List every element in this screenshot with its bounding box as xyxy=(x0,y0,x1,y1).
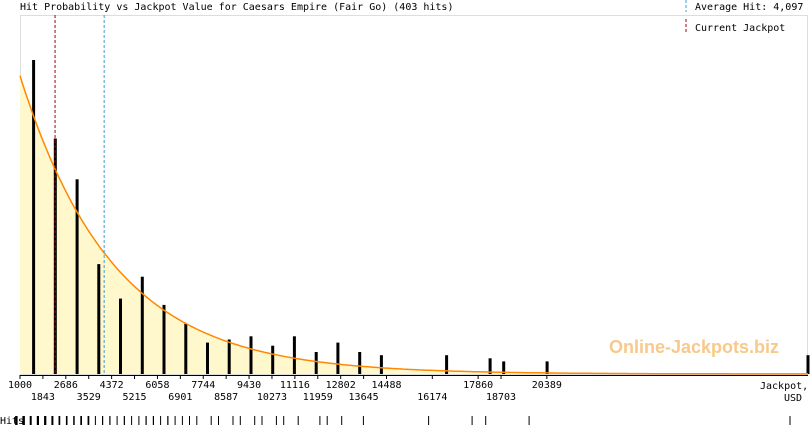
bar xyxy=(119,298,122,374)
x-tick-label: 9430 xyxy=(237,380,261,391)
chart-title: Hit Probability vs Jackpot Value for Cae… xyxy=(20,2,453,13)
bar xyxy=(206,342,209,374)
hits-rug xyxy=(15,416,791,425)
bar xyxy=(336,342,340,374)
x-tick-label: 11116 xyxy=(280,380,310,391)
bar xyxy=(314,352,318,374)
x-tick-label: 20389 xyxy=(532,380,562,391)
x-tick-label: 10273 xyxy=(257,392,287,403)
x-axis-label: Jackpot, xyxy=(760,381,808,392)
bar xyxy=(445,355,449,374)
bar xyxy=(379,355,383,374)
x-tick-label: 1843 xyxy=(31,392,55,403)
bar xyxy=(806,355,810,374)
x-axis-unit: USD xyxy=(784,393,802,404)
x-tick-label: 5215 xyxy=(122,392,146,403)
x-tick-label: 7744 xyxy=(191,380,215,391)
x-tick-label: 18703 xyxy=(486,392,516,403)
x-tick-label: 4372 xyxy=(100,380,124,391)
legend-average-label: Average Hit: 4,097 xyxy=(695,2,803,13)
x-tick-label: 13645 xyxy=(349,392,379,403)
bar xyxy=(184,323,188,374)
x-tick-label: 12802 xyxy=(326,380,356,391)
x-tick-label: 17860 xyxy=(463,380,493,391)
x-tick-label: 16174 xyxy=(417,392,447,403)
legend-current-label: Current Jackpot xyxy=(695,23,785,34)
tick-layer: 1000 2686 4372 6058 7744 9430 11116 12802 14488 1… xyxy=(8,375,562,403)
bar xyxy=(140,276,144,374)
bar xyxy=(488,358,492,374)
bar xyxy=(545,361,549,374)
bar xyxy=(249,336,253,374)
x-tick-label: 1000 xyxy=(8,380,32,391)
area-layer xyxy=(20,75,808,374)
x-tick-label: 2686 xyxy=(54,380,78,391)
x-tick-label: 3529 xyxy=(77,392,101,403)
hits-label: Hits xyxy=(0,416,24,425)
x-tick-label: 6901 xyxy=(168,392,192,403)
x-tick-label: 8587 xyxy=(214,392,238,403)
bar xyxy=(292,336,296,374)
bar xyxy=(502,361,506,374)
x-tick-label: 14488 xyxy=(371,380,401,391)
bar xyxy=(75,179,79,374)
bar xyxy=(32,60,36,374)
bar xyxy=(162,304,166,374)
bar xyxy=(227,339,231,374)
bar xyxy=(97,264,101,374)
x-tick-label: 6058 xyxy=(145,380,169,391)
bar xyxy=(271,345,275,374)
x-tick-label: 11959 xyxy=(303,392,333,403)
fit-curve xyxy=(19,75,808,375)
watermark: Online-Jackpots.biz xyxy=(609,337,779,357)
area-fill xyxy=(20,75,808,374)
curve-layer xyxy=(19,75,808,375)
bar xyxy=(358,352,362,374)
